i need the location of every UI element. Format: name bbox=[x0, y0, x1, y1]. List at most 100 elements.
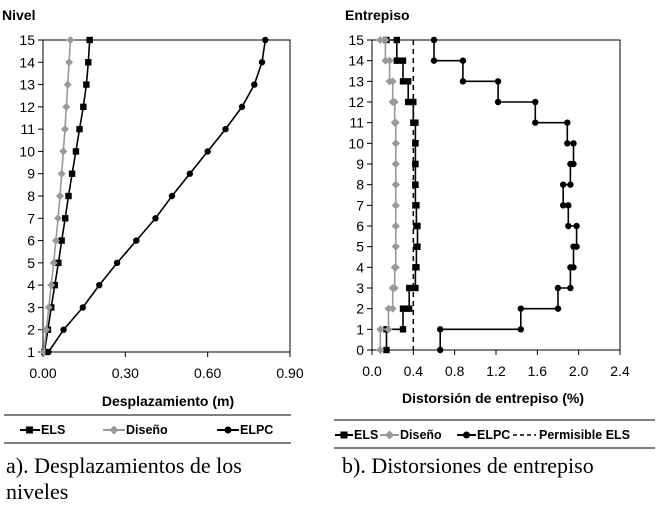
chart-right-series-elpc-point bbox=[494, 78, 502, 85]
legend-left-elpc-marker bbox=[224, 426, 232, 434]
chart-right-series-elpc-point bbox=[564, 119, 571, 126]
chart-right-series-elpc-point bbox=[565, 222, 572, 230]
chart-left-series-elpc-point bbox=[60, 326, 67, 333]
chart-right-y-tick-label: 5 bbox=[356, 239, 364, 255]
chart-left-y-tick-label: 1 bbox=[27, 344, 35, 360]
chart-right-series-elpc-point bbox=[564, 140, 571, 147]
chart-left-title: Nivel bbox=[2, 7, 35, 23]
chart-right-series-elpc-point bbox=[567, 160, 574, 168]
chart-right-x-axis-label: Distorsión de entrepiso (%) bbox=[402, 390, 584, 406]
chart-right-series-diseno-point bbox=[381, 56, 390, 65]
legend-right-els-marker bbox=[340, 431, 348, 439]
chart-right-series-els-point bbox=[412, 140, 419, 147]
chart-right-series-elpc-point bbox=[459, 57, 467, 64]
chart-right-x-tick-label: 1.6 bbox=[528, 363, 548, 379]
chart-right-series-diseno-point bbox=[391, 180, 400, 189]
chart-left-series-elpc-point bbox=[204, 148, 211, 155]
chart-right-x-tick-label: 2.4 bbox=[610, 363, 630, 379]
chart-right-x-axis: 0.0 0.4 0.8 1.2 1.6 2.0 2.4 bbox=[362, 350, 630, 379]
chart-right-y-tick-label: 14 bbox=[348, 53, 364, 69]
chart-left-series-diseno-point bbox=[49, 258, 58, 267]
chart-left-x-tick-label: 0.00 bbox=[29, 365, 56, 381]
chart-right-x-tick-label: 0.8 bbox=[445, 363, 465, 379]
chart-left-series-diseno-point bbox=[65, 58, 74, 67]
chart-right-series-elpc-point bbox=[430, 36, 438, 44]
chart-left-series-els-point bbox=[86, 36, 93, 44]
chart-right-series-diseno-point bbox=[385, 56, 394, 65]
chart-left-series-diseno-point bbox=[63, 80, 72, 89]
chart-right-series-diseno-point bbox=[384, 304, 393, 313]
legend-left-els-label: ELS bbox=[41, 423, 65, 437]
chart-left-y-tick-label: 7 bbox=[27, 210, 35, 226]
chart-left-series-elpc-point bbox=[133, 237, 140, 244]
chart-left-y-tick-label: 15 bbox=[19, 32, 35, 48]
chart-left-series-diseno-point bbox=[42, 325, 51, 334]
chart-right-series-elpc-point bbox=[430, 57, 438, 64]
chart-right-x-tick-label: 0.0 bbox=[362, 363, 382, 379]
chart-left-series-els-point bbox=[62, 215, 69, 222]
chart-right-series-diseno-point bbox=[388, 284, 397, 292]
legend-left-els-marker bbox=[26, 426, 33, 434]
chart-right-series-elpc-point bbox=[567, 181, 574, 188]
chart-left-series-els-point bbox=[68, 170, 76, 177]
chart-left-y-tick-label: 10 bbox=[19, 143, 35, 159]
chart-right-series-elpc-point bbox=[532, 119, 539, 126]
chart-left-series-elpc-point bbox=[222, 125, 229, 133]
chart-left-series-diseno-point bbox=[39, 348, 48, 356]
chart-left-series-elpc-point bbox=[45, 348, 52, 356]
chart-right-series-els-point bbox=[406, 284, 413, 292]
chart-right-series-els-point bbox=[399, 326, 407, 333]
chart-right-series-els-point bbox=[393, 57, 400, 64]
chart-right-series-els-point bbox=[412, 284, 419, 292]
legend-right-elpc-marker bbox=[463, 431, 470, 439]
legend-left-elpc-label: ELPC bbox=[240, 423, 273, 437]
chart-left-series-elpc-point bbox=[79, 304, 86, 311]
chart-right-x-tick-label: 1.2 bbox=[486, 363, 506, 379]
chart-right-series-elpc-point bbox=[559, 181, 567, 188]
legend-right-elpc-label: ELPC bbox=[477, 428, 510, 442]
chart-right-series-els-point bbox=[412, 181, 419, 188]
chart-left-series-elpc-point bbox=[113, 259, 121, 267]
chart-right-y-tick-label: 8 bbox=[356, 177, 364, 193]
chart-right-y-tick-label: 7 bbox=[356, 197, 364, 213]
chart-right-series-elpc-point bbox=[517, 326, 524, 333]
chart-right-series-els-point bbox=[413, 243, 420, 250]
caption-left-line1: a). Desplazamientos de los bbox=[6, 453, 242, 478]
chart-left-x-tick-label: 0.30 bbox=[112, 365, 139, 381]
chart-right-series-elpc-point bbox=[567, 284, 574, 292]
chart-left-series-diseno-point bbox=[57, 169, 66, 178]
legend-left-elpc: ELPC bbox=[217, 423, 273, 437]
chart-right-y-tick-label: 9 bbox=[356, 156, 364, 172]
chart-left-series-elpc-point bbox=[251, 81, 258, 88]
chart-right-series-elpc-point bbox=[437, 346, 444, 354]
chart-left-x-axis-label: Desplazamiento (m) bbox=[102, 393, 234, 409]
chart-left-series-diseno-point bbox=[44, 303, 53, 312]
chart-left-series-els-point bbox=[72, 148, 80, 155]
chart-right-series-elpc-line bbox=[433, 40, 578, 350]
chart-right-title: Entrepiso bbox=[345, 7, 410, 23]
chart-right-series-diseno-point bbox=[381, 36, 390, 44]
chart-right-series-elpc-point bbox=[554, 284, 562, 292]
chart-left-y-tick-label: 3 bbox=[27, 299, 35, 315]
chart-right-series-elpc-point bbox=[570, 243, 577, 250]
chart-right-y-tick-label: 11 bbox=[349, 115, 364, 131]
chart-left-series-els-point bbox=[80, 103, 87, 111]
chart-left-series-diseno-point bbox=[54, 214, 63, 223]
chart-left-series-diseno-point bbox=[59, 147, 68, 156]
chart-left-y-tick-label: 4 bbox=[27, 277, 35, 293]
chart-right-series-diseno-line bbox=[379, 39, 397, 350]
chart-left-y-tick-label: 5 bbox=[27, 255, 35, 271]
chart-left-y-tick-label: 12 bbox=[19, 99, 35, 115]
chart-right-y-tick-label: 2 bbox=[356, 301, 364, 317]
chart-right-series-diseno-point bbox=[388, 304, 397, 313]
chart-right-series-diseno-point bbox=[391, 139, 400, 148]
chart-left-series-els-point bbox=[58, 237, 65, 244]
chart-right-series-els-point bbox=[393, 36, 400, 44]
chart-left-series-els-point bbox=[83, 81, 90, 88]
legend-left-diseno: Diseño bbox=[103, 423, 168, 437]
chart-left-series-elpc-point bbox=[96, 281, 103, 289]
chart-right-y-tick-label: 10 bbox=[348, 135, 364, 151]
